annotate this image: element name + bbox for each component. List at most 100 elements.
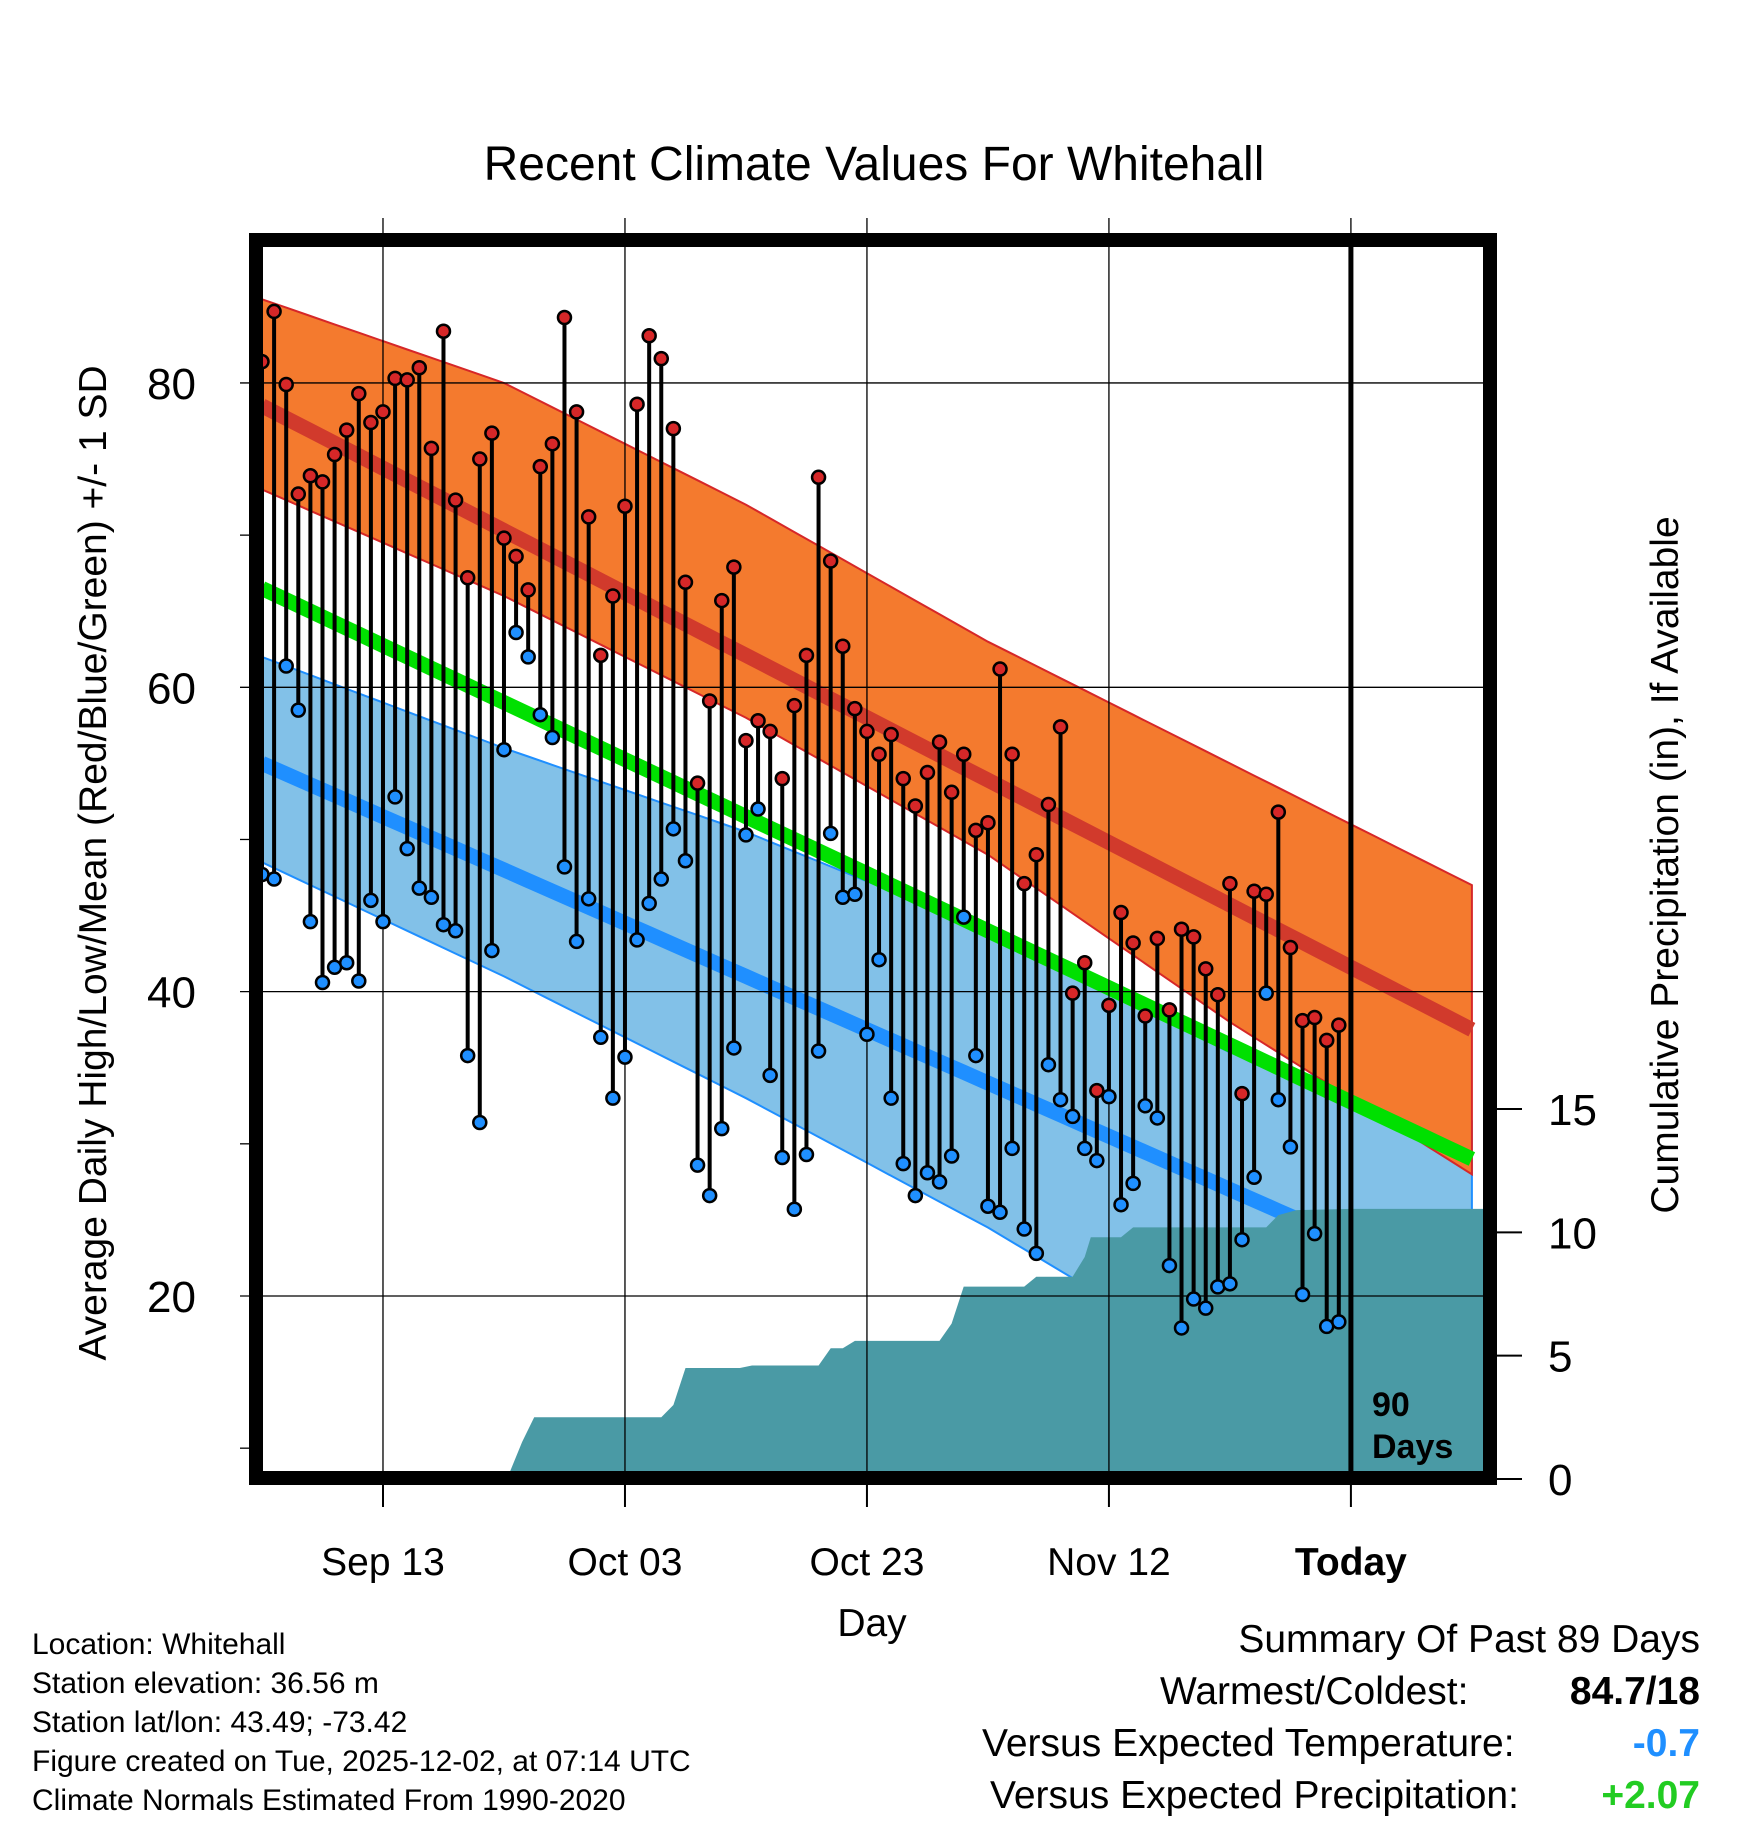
daily-low-point: [375, 913, 391, 930]
daily-high-point: [338, 422, 355, 438]
daily-high-point: [496, 530, 512, 546]
daily-low-point: [1004, 1140, 1020, 1157]
daily-low-point: [1185, 1291, 1202, 1307]
daily-low-point: [1246, 1169, 1262, 1186]
daily-high-point: [641, 328, 657, 344]
daily-high-point: [459, 569, 476, 586]
daily-low-point: [689, 1157, 706, 1173]
daily-high-point: [580, 509, 597, 525]
daily-low-point: [1101, 1088, 1117, 1105]
precip-area: [510, 1208, 1484, 1471]
daily-low-point: [411, 880, 428, 896]
daily-high-point: [968, 822, 984, 839]
daily-low-point: [943, 1148, 960, 1164]
daily-low-point: [266, 871, 282, 887]
daily-high-point: [859, 723, 875, 740]
x-tick-label: Today: [1295, 1541, 1407, 1584]
daily-high-point: [1028, 846, 1045, 863]
footer-elevation: Station elevation: 36.56 m: [32, 1667, 379, 1700]
daily-high-point: [701, 693, 718, 709]
daily-low-point: [907, 1187, 924, 1204]
footer-location: Location: Whitehall: [32, 1628, 286, 1661]
daily-high-point: [943, 784, 960, 801]
daily-high-point: [871, 746, 887, 763]
x-axis-label: Day: [837, 1602, 907, 1645]
daily-low-point: [955, 909, 972, 925]
y-tick-label: 80: [147, 360, 196, 409]
daily-low-point: [822, 825, 839, 842]
daily-low-point: [544, 729, 561, 746]
daily-high-point: [1185, 929, 1202, 945]
daily-high-point: [326, 446, 343, 463]
y-axis-label: Average Daily High/Low/Mean (Red/Blue/Gr…: [72, 365, 115, 1360]
daily-low-point: [750, 801, 766, 817]
daily-low-point: [1040, 1056, 1057, 1073]
daily-high-point: [411, 359, 428, 376]
daily-low-point: [484, 942, 500, 959]
axes: Sep 13 Oct 03 Oct 23 Nov 12 Today 80 60 40 20 15 1…: [147, 218, 1597, 1584]
daily-low-point: [1076, 1140, 1093, 1157]
daily-high-point: [302, 468, 319, 484]
daily-high-point: [1125, 935, 1141, 951]
daily-low-point: [1234, 1231, 1250, 1248]
daily-high-point: [774, 770, 791, 787]
daily-low-point: [1161, 1257, 1178, 1274]
daily-low-point: [399, 840, 415, 857]
daily-low-point: [556, 859, 573, 875]
daily-low-point: [665, 821, 682, 837]
footer-latlon: Station lat/lon: 43.49; -73.42: [32, 1706, 408, 1739]
daily-high-point: [689, 775, 706, 791]
daily-low-point: [387, 789, 403, 805]
daily-low-point: [810, 1043, 827, 1059]
daily-high-point: [1004, 746, 1020, 763]
daily-high-point: [1076, 954, 1093, 971]
daily-high-point: [907, 798, 924, 814]
daily-low-point: [1294, 1286, 1311, 1303]
daily-high-point: [1064, 985, 1081, 1001]
daily-low-point: [677, 853, 694, 869]
plot-content: [262, 246, 1484, 1471]
daily-high-point: [822, 553, 839, 569]
daily-high-point: [1197, 961, 1214, 977]
daily-low-point: [459, 1047, 476, 1064]
daily-low-point: [1197, 1300, 1214, 1316]
daily-high-point: [1331, 1017, 1347, 1033]
daily-low-point: [762, 1067, 778, 1084]
daily-high-point: [399, 372, 415, 388]
daily-high-point: [375, 404, 391, 420]
daily-low-point: [1306, 1225, 1323, 1242]
daily-high-point: [980, 814, 996, 831]
daily-high-point: [714, 592, 730, 609]
daily-low-point: [641, 895, 657, 912]
daily-high-point: [629, 396, 645, 413]
daily-high-point: [1149, 930, 1166, 947]
summary-warmest-value: 84.7/18: [1569, 1670, 1700, 1713]
daily-high-point: [363, 414, 379, 431]
y2-axis-label: Cumulative Precipitation (in), If Availa…: [1644, 516, 1687, 1213]
daily-low-point: [774, 1149, 791, 1166]
daily-low-point: [714, 1120, 730, 1137]
daily-high-point: [1258, 886, 1274, 903]
daily-low-point: [605, 1090, 621, 1106]
daily-low-point: [423, 889, 440, 906]
daily-high-point: [351, 385, 367, 402]
daily-high-point: [1210, 986, 1226, 1003]
daily-low-point: [435, 916, 452, 933]
y2-tick-label: 10: [1548, 1209, 1597, 1258]
daily-high-point: [1016, 875, 1032, 892]
summary-precip-value: +2.07: [1601, 1774, 1700, 1817]
daily-low-point: [496, 741, 512, 758]
daily-high-point: [262, 353, 270, 370]
daily-low-point: [992, 1204, 1008, 1221]
daily-low-point: [278, 658, 294, 674]
daily-low-point: [738, 827, 754, 843]
daily-high-point: [762, 723, 778, 740]
daily-low-point: [447, 923, 464, 939]
daily-high-point: [532, 458, 549, 475]
daily-high-point: [1318, 1032, 1335, 1049]
daily-high-point: [726, 559, 742, 575]
footer-normals: Climate Normals Estimated From 1990-2020: [32, 1784, 626, 1817]
daily-low-point: [532, 706, 549, 723]
daily-low-point: [895, 1155, 911, 1172]
